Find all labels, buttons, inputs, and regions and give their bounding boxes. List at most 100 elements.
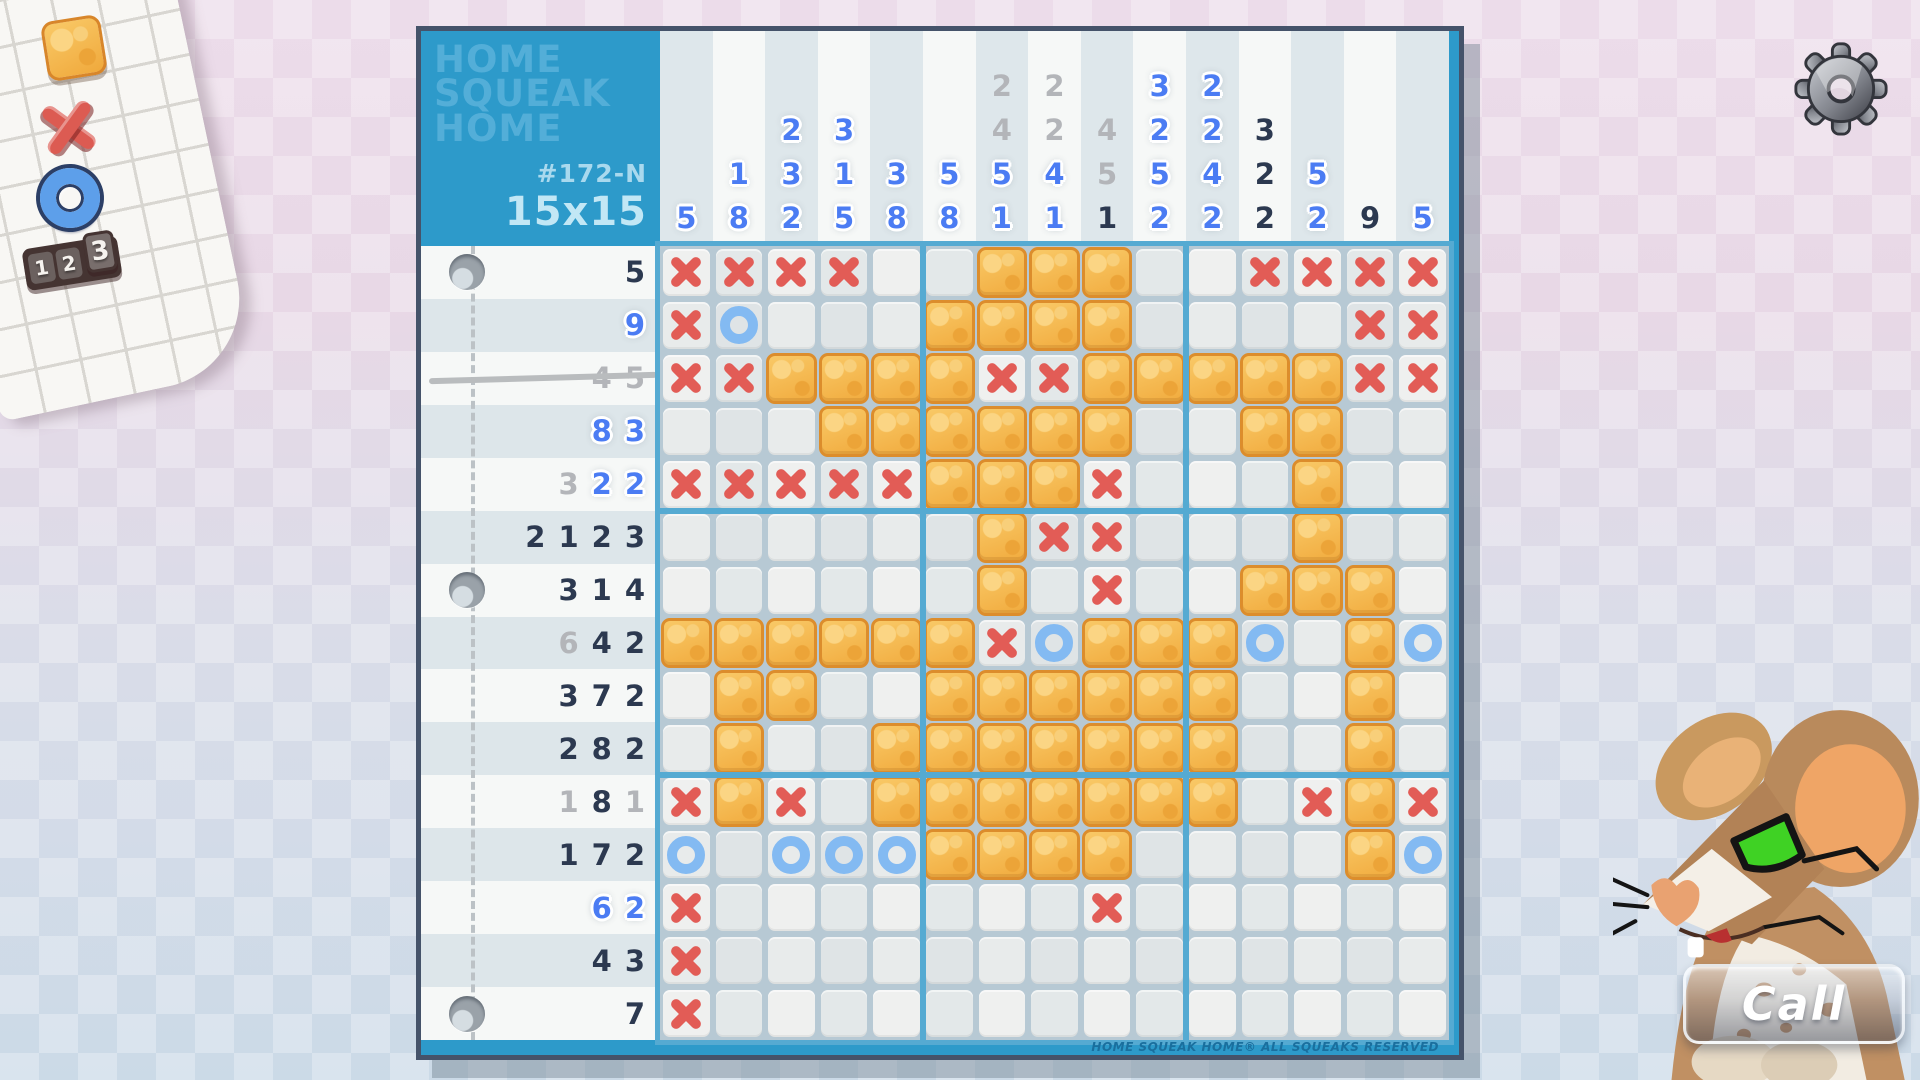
grid-cell[interactable]: [870, 511, 923, 564]
grid-cell[interactable]: [976, 352, 1029, 405]
grid-cell[interactable]: [765, 722, 818, 775]
grid-cell[interactable]: [1291, 299, 1344, 352]
grid-cell[interactable]: [713, 564, 766, 617]
grid-cell[interactable]: [713, 246, 766, 299]
grid-cell[interactable]: [1344, 722, 1397, 775]
grid-cell[interactable]: [1081, 669, 1134, 722]
grid-cell[interactable]: [818, 246, 871, 299]
grid-cell[interactable]: [818, 722, 871, 775]
grid-cell[interactable]: [1396, 405, 1449, 458]
grid-cell[interactable]: [1028, 511, 1081, 564]
grid-cell[interactable]: [765, 775, 818, 828]
grid-cell[interactable]: [1186, 405, 1239, 458]
grid-cell[interactable]: [1239, 405, 1292, 458]
grid-cell[interactable]: [1186, 299, 1239, 352]
grid-cell[interactable]: [976, 246, 1029, 299]
grid-cell[interactable]: [765, 617, 818, 670]
grid-cell[interactable]: [923, 564, 976, 617]
grid-cell[interactable]: [923, 987, 976, 1040]
grid-cell[interactable]: [660, 669, 713, 722]
grid-cell[interactable]: [1186, 511, 1239, 564]
grid-cell[interactable]: [1028, 722, 1081, 775]
grid-cell[interactable]: [870, 722, 923, 775]
grid-cell[interactable]: [1028, 405, 1081, 458]
grid-cell[interactable]: [1291, 352, 1344, 405]
grid-cell[interactable]: [923, 775, 976, 828]
grid-cell[interactable]: [1396, 564, 1449, 617]
grid-cell[interactable]: [1133, 352, 1186, 405]
grid-cell[interactable]: [1239, 775, 1292, 828]
grid-cell[interactable]: [1028, 828, 1081, 881]
grid-cell[interactable]: [870, 881, 923, 934]
grid-cell[interactable]: [1081, 775, 1134, 828]
grid-cell[interactable]: [923, 934, 976, 987]
grid-cell[interactable]: [923, 299, 976, 352]
grid-cell[interactable]: [660, 722, 713, 775]
grid-cell[interactable]: [1028, 246, 1081, 299]
grid-cell[interactable]: [660, 246, 713, 299]
grid-cell[interactable]: [976, 669, 1029, 722]
grid-cell[interactable]: [713, 405, 766, 458]
grid-cell[interactable]: [923, 669, 976, 722]
grid-cell[interactable]: [1396, 246, 1449, 299]
grid-cell[interactable]: [923, 458, 976, 511]
grid-cell[interactable]: [1186, 352, 1239, 405]
grid-cell[interactable]: [1133, 775, 1186, 828]
grid-cell[interactable]: [1291, 511, 1344, 564]
grid-cell[interactable]: [765, 881, 818, 934]
grid-cell[interactable]: [1239, 828, 1292, 881]
grid-cell[interactable]: [1133, 669, 1186, 722]
grid-cell[interactable]: [765, 511, 818, 564]
grid-cell[interactable]: [1396, 458, 1449, 511]
grid-cell[interactable]: [1081, 246, 1134, 299]
grid-cell[interactable]: [1396, 881, 1449, 934]
grid-cell[interactable]: [1081, 511, 1134, 564]
grid-cell[interactable]: [660, 458, 713, 511]
grid-cell[interactable]: [976, 617, 1029, 670]
grid-cell[interactable]: [818, 617, 871, 670]
grid-cell[interactable]: [1239, 246, 1292, 299]
grid-cell[interactable]: [713, 511, 766, 564]
grid-cell[interactable]: [1396, 828, 1449, 881]
grid-cell[interactable]: [818, 934, 871, 987]
grid-cell[interactable]: [1186, 881, 1239, 934]
grid-cell[interactable]: [660, 775, 713, 828]
grid-cell[interactable]: [1133, 828, 1186, 881]
grid-cell[interactable]: [1133, 405, 1186, 458]
grid-cell[interactable]: [976, 458, 1029, 511]
grid-cell[interactable]: [1133, 934, 1186, 987]
grid-cell[interactable]: [1133, 564, 1186, 617]
grid-cell[interactable]: [1239, 352, 1292, 405]
grid-cell[interactable]: [1239, 511, 1292, 564]
grid-cell[interactable]: [713, 934, 766, 987]
grid-cell[interactable]: [1133, 987, 1186, 1040]
grid-cell[interactable]: [713, 458, 766, 511]
call-button[interactable]: Call: [1683, 964, 1905, 1044]
grid-cell[interactable]: [1028, 775, 1081, 828]
fill-cheese-tool-icon[interactable]: [40, 14, 109, 83]
grid-cell[interactable]: [870, 775, 923, 828]
grid-cell[interactable]: [976, 987, 1029, 1040]
grid-cell[interactable]: [713, 828, 766, 881]
grid-cell[interactable]: [1028, 987, 1081, 1040]
grid-cell[interactable]: [976, 775, 1029, 828]
grid-cell[interactable]: [1081, 617, 1134, 670]
grid-cell[interactable]: [765, 828, 818, 881]
grid-cell[interactable]: [1081, 458, 1134, 511]
grid-cell[interactable]: [1291, 246, 1344, 299]
grid-cell[interactable]: [870, 564, 923, 617]
grid-cell[interactable]: [1028, 299, 1081, 352]
grid-cell[interactable]: [923, 405, 976, 458]
grid-cell[interactable]: [1291, 458, 1344, 511]
grid-cell[interactable]: [1396, 669, 1449, 722]
grid-cell[interactable]: [1291, 934, 1344, 987]
grid-cell[interactable]: [1239, 722, 1292, 775]
grid-cell[interactable]: [1291, 405, 1344, 458]
grid-cell[interactable]: [660, 934, 713, 987]
grid-cell[interactable]: [1133, 458, 1186, 511]
grid-cell[interactable]: [1133, 722, 1186, 775]
grid-cell[interactable]: [660, 352, 713, 405]
grid-cell[interactable]: [1344, 828, 1397, 881]
grid-cell[interactable]: [870, 352, 923, 405]
grid-cell[interactable]: [1186, 617, 1239, 670]
